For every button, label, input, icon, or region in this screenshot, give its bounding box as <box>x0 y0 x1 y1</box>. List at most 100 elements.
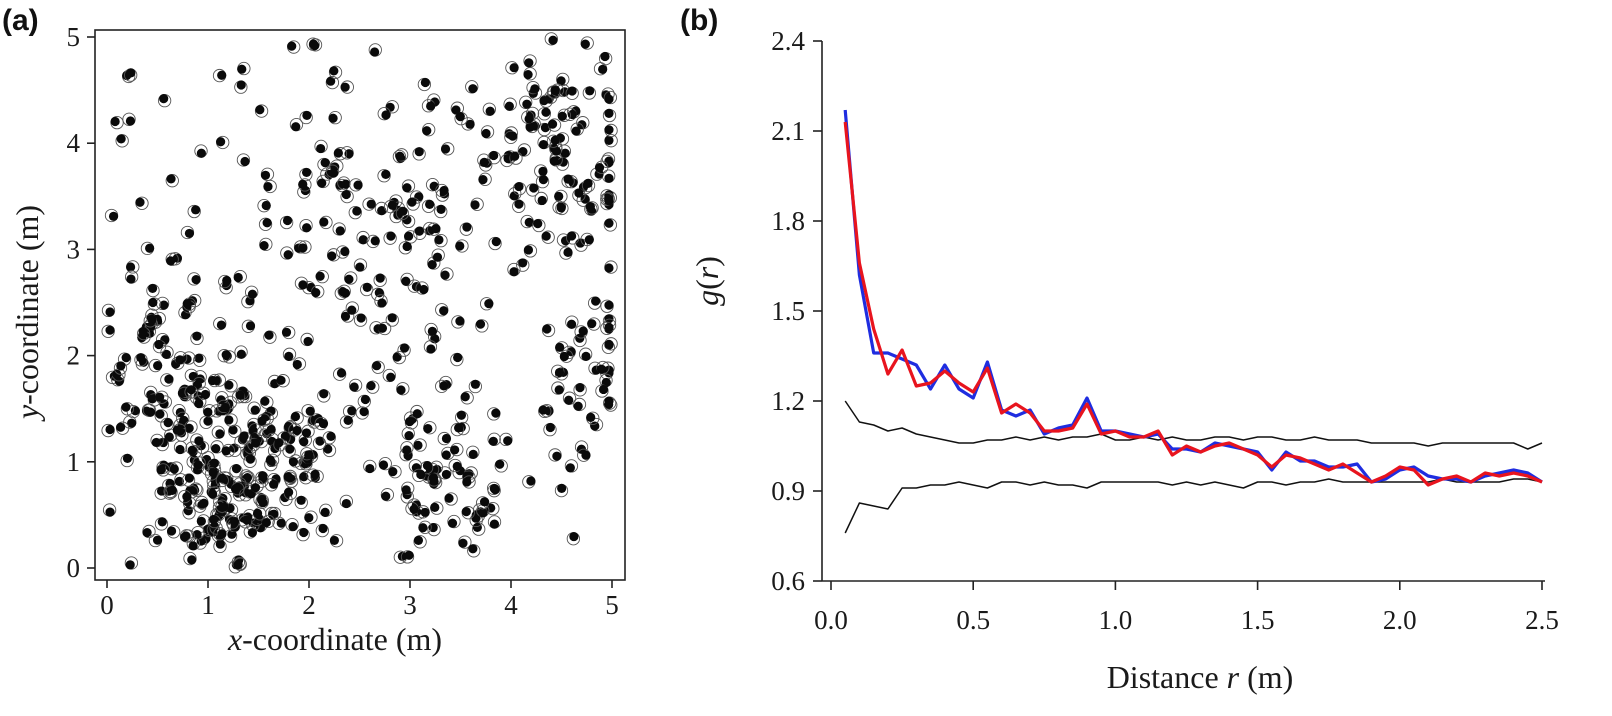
scatter-point <box>404 550 414 560</box>
scatter-point <box>228 425 238 435</box>
scatter-point <box>554 367 565 378</box>
scatter-point <box>216 137 226 147</box>
scatter-point <box>126 274 136 284</box>
scatter-point <box>355 262 365 272</box>
scatter-point <box>269 479 279 489</box>
scatter-point <box>258 498 268 508</box>
scatter-point <box>556 76 566 86</box>
scatter-point <box>374 288 384 298</box>
scatter-point <box>504 101 514 111</box>
point-ring <box>413 535 427 549</box>
scatter-point <box>381 169 391 179</box>
scatter-point <box>200 389 210 400</box>
scatter-point <box>590 421 600 431</box>
point-ring <box>187 204 201 219</box>
scatter-point <box>565 463 575 473</box>
scatter-point <box>298 243 308 253</box>
scatter-point <box>191 205 201 215</box>
scatter-point <box>411 463 421 473</box>
scatter-point <box>392 352 402 362</box>
scatter-point <box>285 444 295 454</box>
x-tick-label: 1.5 <box>1241 605 1275 635</box>
scatter-point <box>349 382 359 392</box>
scatter-point <box>159 300 169 310</box>
scatter-point <box>402 241 412 252</box>
scatter-point <box>564 395 574 405</box>
point-ring <box>596 360 610 375</box>
scatter-point <box>580 39 590 49</box>
y-tick-label: 1.2 <box>771 386 805 416</box>
scatter-point <box>291 122 301 132</box>
scatter-point <box>526 476 536 486</box>
point-ring <box>401 481 415 495</box>
scatter-point <box>110 116 120 127</box>
y-tick-label: 0.9 <box>771 476 805 506</box>
scatter-point <box>340 82 350 92</box>
scatter-point <box>299 437 309 447</box>
scatter-point <box>326 76 336 86</box>
scatter-point <box>538 175 549 185</box>
point-ring <box>306 37 320 51</box>
scatter-point <box>250 483 261 493</box>
scatter-point <box>329 66 339 76</box>
scatter-point <box>581 351 591 361</box>
panel-a-points <box>101 32 618 574</box>
panel-a-frame <box>94 29 626 581</box>
scatter-point <box>420 507 430 518</box>
scatter-point <box>405 416 415 427</box>
scatter-point <box>514 181 524 192</box>
scatter-point <box>315 271 325 281</box>
scatter-point <box>283 421 294 432</box>
scatter-point <box>108 211 119 221</box>
scatter-point <box>484 298 494 309</box>
scatter-point <box>146 321 156 331</box>
scatter-point <box>444 493 454 503</box>
x-tick-label: 5 <box>605 590 619 620</box>
scatter-point <box>292 359 302 370</box>
scatter-point <box>145 407 156 417</box>
scatter-point <box>175 355 185 365</box>
scatter-point <box>548 35 558 45</box>
scatter-point <box>121 402 131 412</box>
scatter-point <box>217 529 227 539</box>
scatter-point <box>604 218 614 228</box>
scatter-point <box>436 204 446 214</box>
scatter-point <box>452 461 462 472</box>
scatter-point <box>439 381 449 391</box>
scatter-point <box>229 516 240 527</box>
point-ring <box>213 316 227 331</box>
scatter-point <box>263 181 273 192</box>
scatter-point <box>386 372 396 382</box>
scatter-point <box>407 197 417 207</box>
scatter-point <box>182 492 192 502</box>
scatter-point <box>366 199 376 209</box>
series-line-0 <box>843 109 1543 484</box>
scatter-point <box>377 206 387 216</box>
point-ring <box>572 397 587 412</box>
scatter-point <box>191 274 201 285</box>
scatter-point <box>280 431 290 441</box>
scatter-point <box>333 148 343 158</box>
scatter-point <box>398 206 408 216</box>
scatter-point <box>414 147 424 157</box>
scatter-point <box>541 107 551 117</box>
scatter-point <box>329 535 339 546</box>
x-tick-label: 3 <box>403 590 417 620</box>
scatter-point <box>555 342 565 352</box>
scatter-point <box>547 119 558 129</box>
scatter-point <box>257 416 267 426</box>
scatter-point <box>509 63 519 73</box>
scatter-point <box>377 298 387 308</box>
scatter-point <box>385 102 395 112</box>
scatter-point <box>523 70 533 80</box>
point-ring <box>551 381 565 395</box>
point-ring <box>254 104 269 118</box>
scatter-point <box>323 444 333 454</box>
scatter-point <box>372 361 382 371</box>
scatter-point <box>402 215 412 225</box>
scatter-point <box>388 467 398 477</box>
scatter-point <box>147 394 157 404</box>
scatter-point <box>598 384 609 395</box>
scatter-point <box>455 112 465 122</box>
scatter-point <box>126 68 136 78</box>
